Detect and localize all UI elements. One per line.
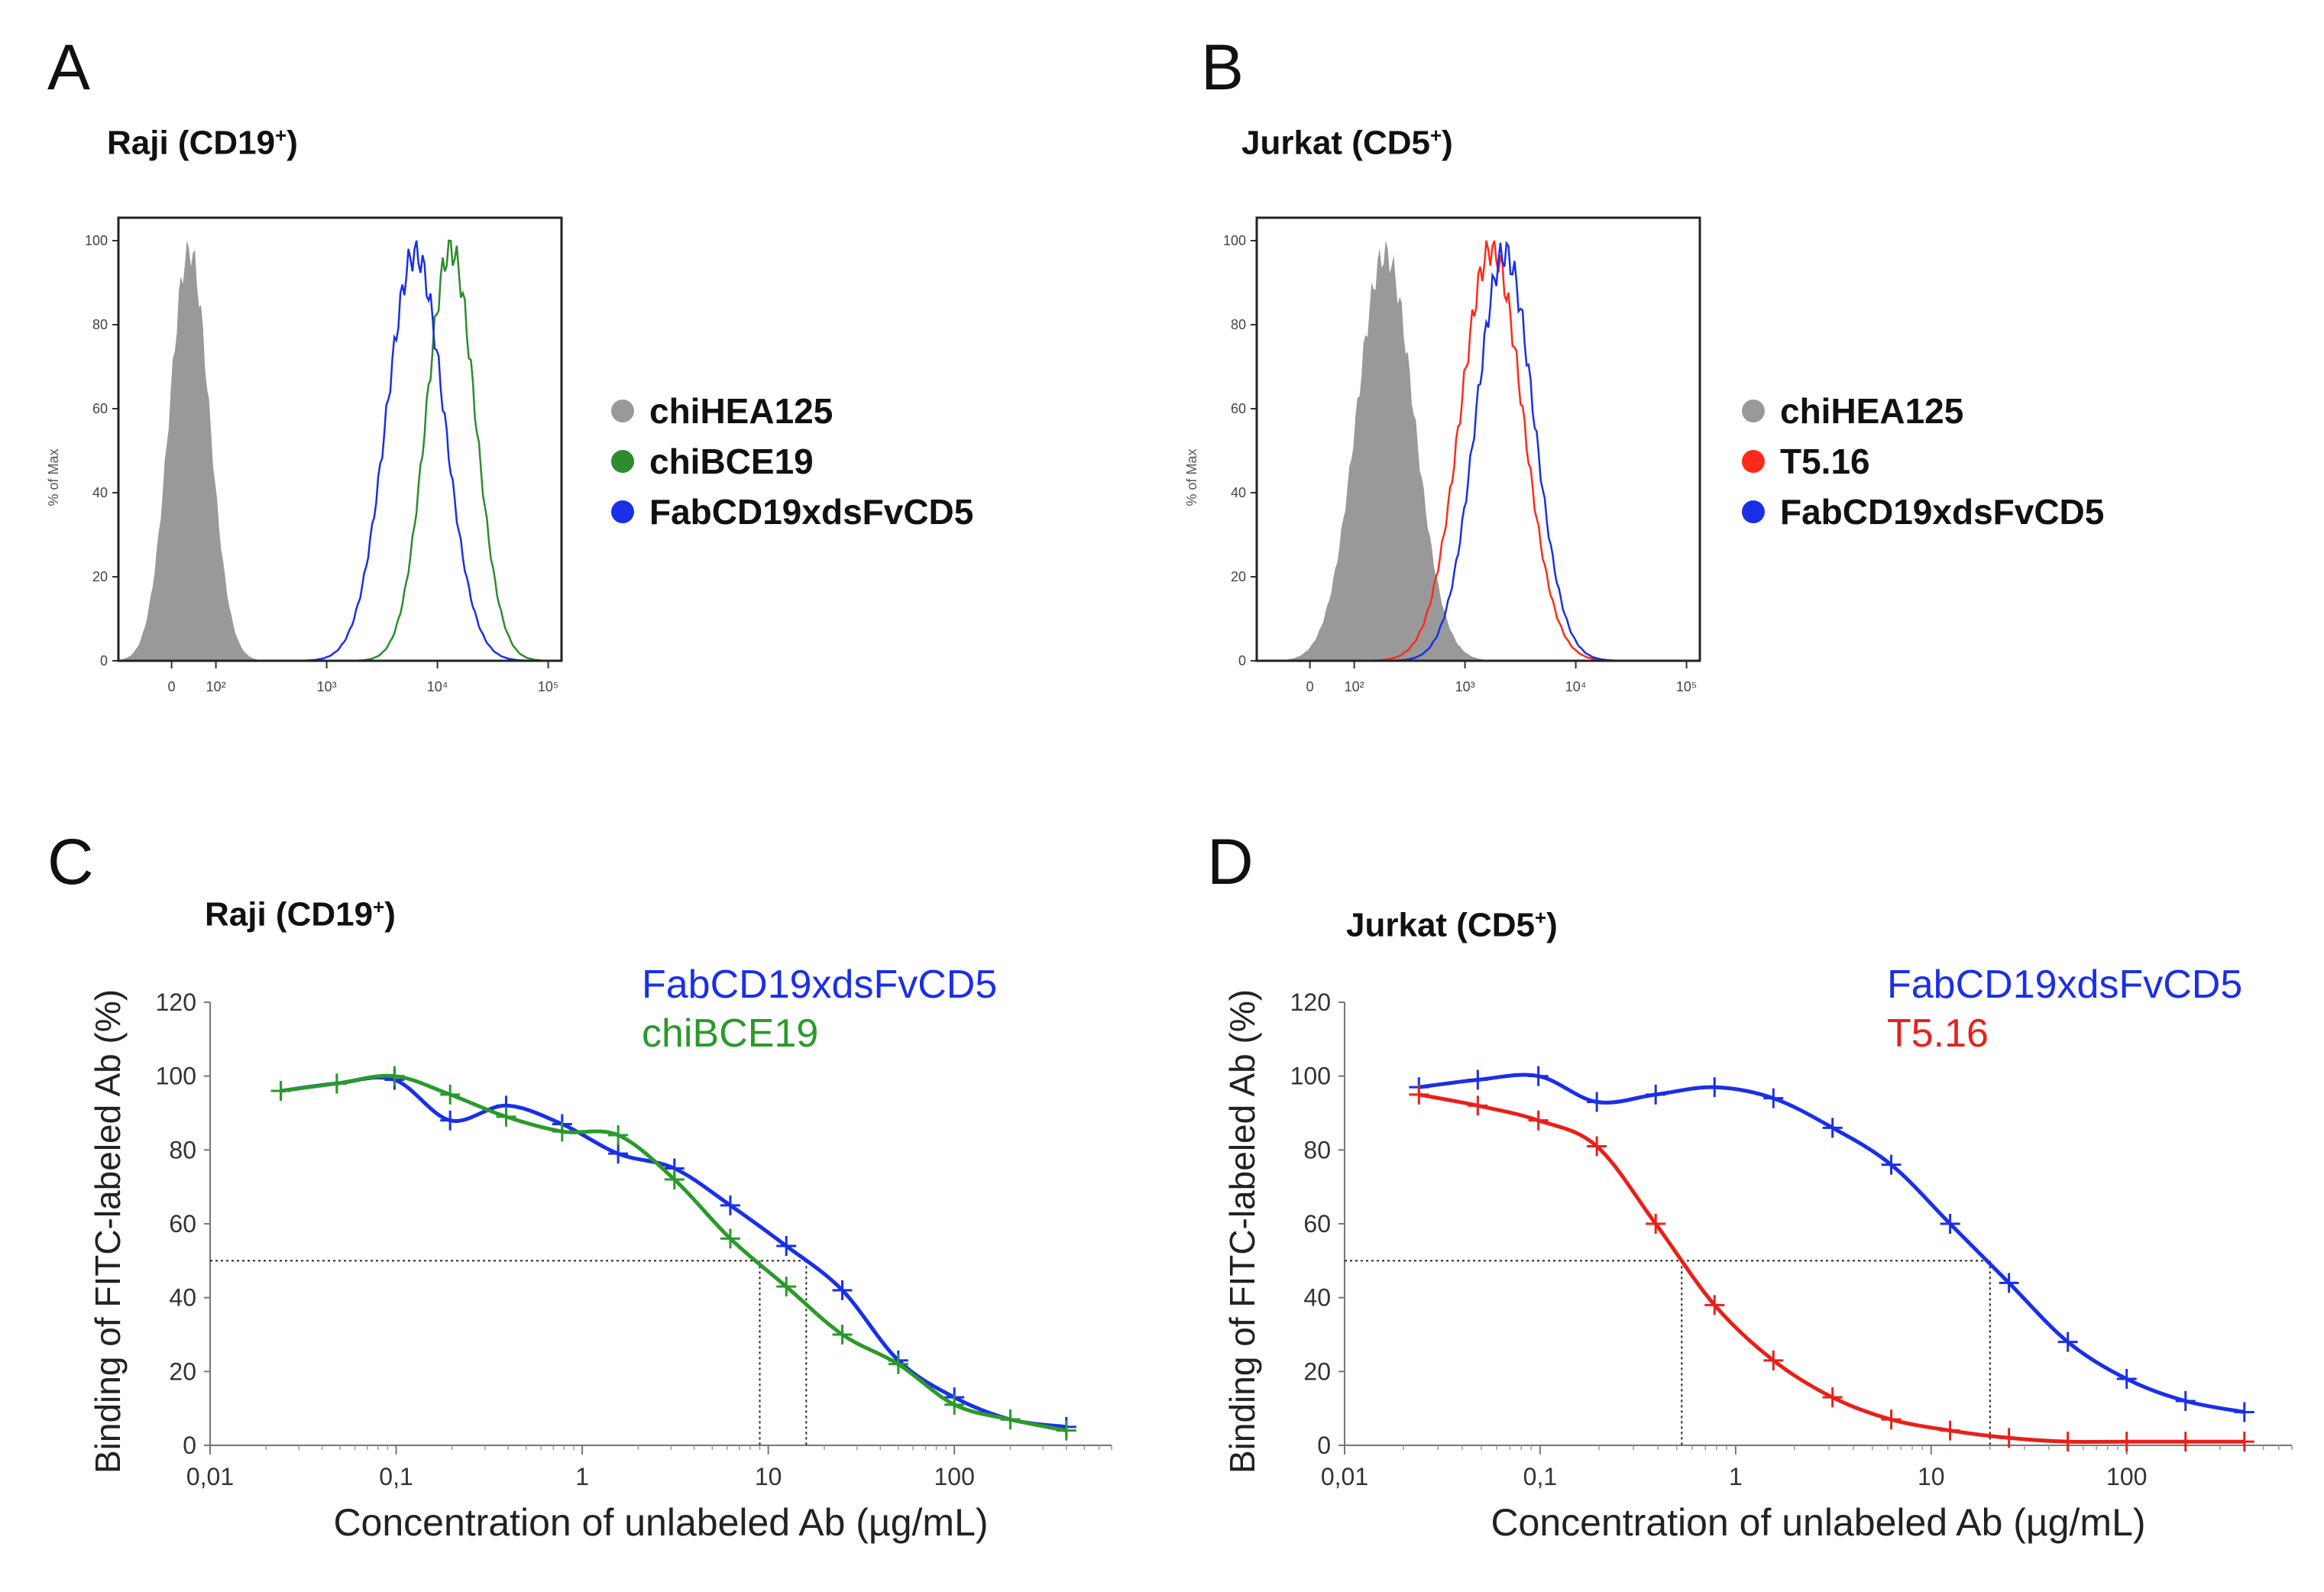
y-tick-label: 0: [1317, 1432, 1331, 1459]
hist-ytick-label: 20: [1231, 569, 1246, 584]
panel-title-a: Raji (CD19+): [107, 124, 298, 162]
legend-b-item: chiHEA125: [1742, 386, 2104, 436]
hist-b-ylabel: % of Max: [1184, 448, 1199, 506]
hist-ytick-label: 40: [1231, 485, 1246, 500]
x-tick-label: 100: [934, 1463, 974, 1490]
legend-label-FabCD19xdsFvCD5: FabCD19xdsFvCD5: [1887, 963, 2242, 1007]
legend-b-label: chiHEA125: [1780, 391, 1964, 431]
x-axis-label: Concentration of unlabeled Ab (µg/mL): [1491, 1501, 2145, 1544]
panel-letter-a: A: [47, 31, 91, 103]
legend-a: chiHEA125 chiBCE19 FabCD19xdsFvCD5: [611, 386, 973, 537]
hist-ytick-label: 0: [100, 653, 108, 668]
panel-title-c: Raji (CD19+): [205, 895, 396, 934]
series-line-FabCD19xdsFvCD5: [280, 1076, 1067, 1429]
y-tick-label: 100: [156, 1063, 196, 1090]
legend-a-item: chiHEA125: [611, 386, 973, 436]
line-chart-c: 0 20 40 60 80 100 120 0,01 0,1 1 10 100 Concentratio…: [88, 963, 1112, 1544]
histogram-a: % of Max 0 20 40 60 80 100 0 10² 10³ 10⁴ 10⁵: [46, 216, 563, 694]
x-tick-label: 10: [1918, 1463, 1945, 1490]
legend-b-label: T5.16: [1780, 442, 1870, 481]
hist-xtick-label: 10⁴: [427, 679, 448, 694]
y-tick-label: 20: [1303, 1357, 1331, 1385]
hist-xtick-label: 10³: [1455, 679, 1475, 694]
x-tick-label: 0,1: [379, 1463, 413, 1490]
legend-a-label: chiHEA125: [649, 391, 833, 431]
panel-title-b: Jurkat (CD5+): [1241, 124, 1453, 162]
legend-a-item: FabCD19xdsFvCD5: [611, 487, 973, 537]
series-line-chiBCE19: [280, 1073, 1067, 1433]
x-tick-label: 0,1: [1523, 1463, 1557, 1490]
legend-a-label: chiBCE19: [649, 442, 814, 481]
y-tick-label: 80: [169, 1136, 196, 1163]
y-tick-label: 120: [1290, 989, 1331, 1016]
y-tick-label: 60: [1303, 1210, 1331, 1238]
y-tick-label: 0: [183, 1432, 196, 1459]
hist-ytick-label: 100: [1223, 233, 1246, 248]
x-tick-label: 0,01: [1321, 1463, 1368, 1490]
panel-letter-c: C: [47, 826, 94, 898]
y-tick-label: 20: [169, 1357, 196, 1385]
y-tick-label: 40: [1303, 1284, 1331, 1312]
legend-dot-icon: [611, 500, 634, 523]
hist-ytick-label: 60: [92, 401, 108, 416]
legend-dot-icon: [1742, 400, 1765, 422]
legend-b: chiHEA125 T5.16 FabCD19xdsFvCD5: [1742, 386, 2104, 537]
hist-xtick-label: 10²: [1345, 679, 1364, 694]
hist-a-ylabel: % of Max: [46, 448, 61, 506]
legend-b-item: T5.16: [1742, 436, 2104, 487]
hist-ytick-label: 80: [92, 317, 108, 332]
legend-label-chiBCE19: chiBCE19: [642, 1011, 818, 1056]
x-tick-label: 0,01: [186, 1463, 234, 1490]
legend-a-label: FabCD19xdsFvCD5: [649, 492, 974, 532]
histogram-b: % of Max 0 20 40 60 80 100 0 10² 10³ 10⁴ 10⁵: [1184, 216, 1701, 694]
panel-letter-b: B: [1201, 31, 1245, 103]
series-line-FabCD19xdsFvCD5: [1418, 1073, 2245, 1414]
y-tick-label: 40: [169, 1284, 196, 1312]
panel-title-d: Jurkat (CD5+): [1346, 906, 1558, 944]
legend-dot-icon: [611, 400, 634, 422]
hist-a-frame: [117, 216, 563, 662]
hist-xtick-label: 10³: [317, 679, 337, 694]
line-chart-d: 0 20 40 60 80 100 120 0,01 0,1 1 10 100 Concentratio…: [1222, 963, 2293, 1544]
legend-label-FabCD19xdsFvCD5: FabCD19xdsFvCD5: [642, 963, 997, 1007]
legend-dot-icon: [1742, 500, 1765, 523]
y-tick-label: 60: [169, 1210, 196, 1238]
legend-dot-icon: [1742, 450, 1765, 473]
y-tick-label: 100: [1290, 1063, 1331, 1090]
hist-series-T5.16: [1257, 240, 1700, 662]
hist-series-chiHEA125: [1257, 241, 1700, 661]
y-axis-label: Binding of FITC-labeled Ab (%): [88, 989, 128, 1474]
x-tick-label: 100: [2106, 1463, 2147, 1490]
hist-ytick-label: 80: [1231, 317, 1246, 332]
x-tick-label: 1: [1729, 1463, 1743, 1490]
hist-ytick-label: 60: [1231, 401, 1246, 416]
x-tick-label: 1: [575, 1463, 589, 1490]
hist-series-chiHEA125: [118, 241, 562, 661]
hist-xtick-label: 10²: [206, 679, 226, 694]
x-axis-label: Concentration of unlabeled Ab (µg/mL): [333, 1501, 988, 1544]
y-axis-label: Binding of FITC-labeled Ab (%): [1222, 989, 1262, 1474]
hist-xtick-label: 10⁵: [538, 679, 558, 694]
y-tick-label: 80: [1303, 1136, 1331, 1163]
hist-ytick-label: 20: [92, 569, 108, 584]
hist-xtick-label: 10⁴: [1565, 679, 1587, 694]
x-tick-label: 10: [755, 1463, 782, 1490]
hist-series-FabCD19xdsFvCD5: [1257, 240, 1700, 662]
hist-b-frame: [1255, 216, 1701, 662]
series-line-T5.16: [1418, 1092, 2245, 1445]
legend-dot-icon: [611, 450, 634, 473]
hist-xtick-label: 10⁵: [1676, 679, 1697, 694]
hist-ytick-label: 40: [92, 485, 108, 500]
legend-label-T5.16: T5.16: [1887, 1011, 1989, 1056]
hist-ytick-label: 100: [85, 233, 108, 248]
legend-b-label: FabCD19xdsFvCD5: [1780, 492, 2105, 532]
legend-a-item: chiBCE19: [611, 436, 973, 487]
legend-b-item: FabCD19xdsFvCD5: [1742, 487, 2104, 537]
hist-xtick-label: 0: [168, 679, 176, 694]
y-tick-label: 120: [156, 989, 196, 1016]
panel-letter-d: D: [1207, 826, 1254, 898]
hist-ytick-label: 0: [1238, 653, 1246, 668]
hist-xtick-label: 0: [1306, 679, 1314, 694]
